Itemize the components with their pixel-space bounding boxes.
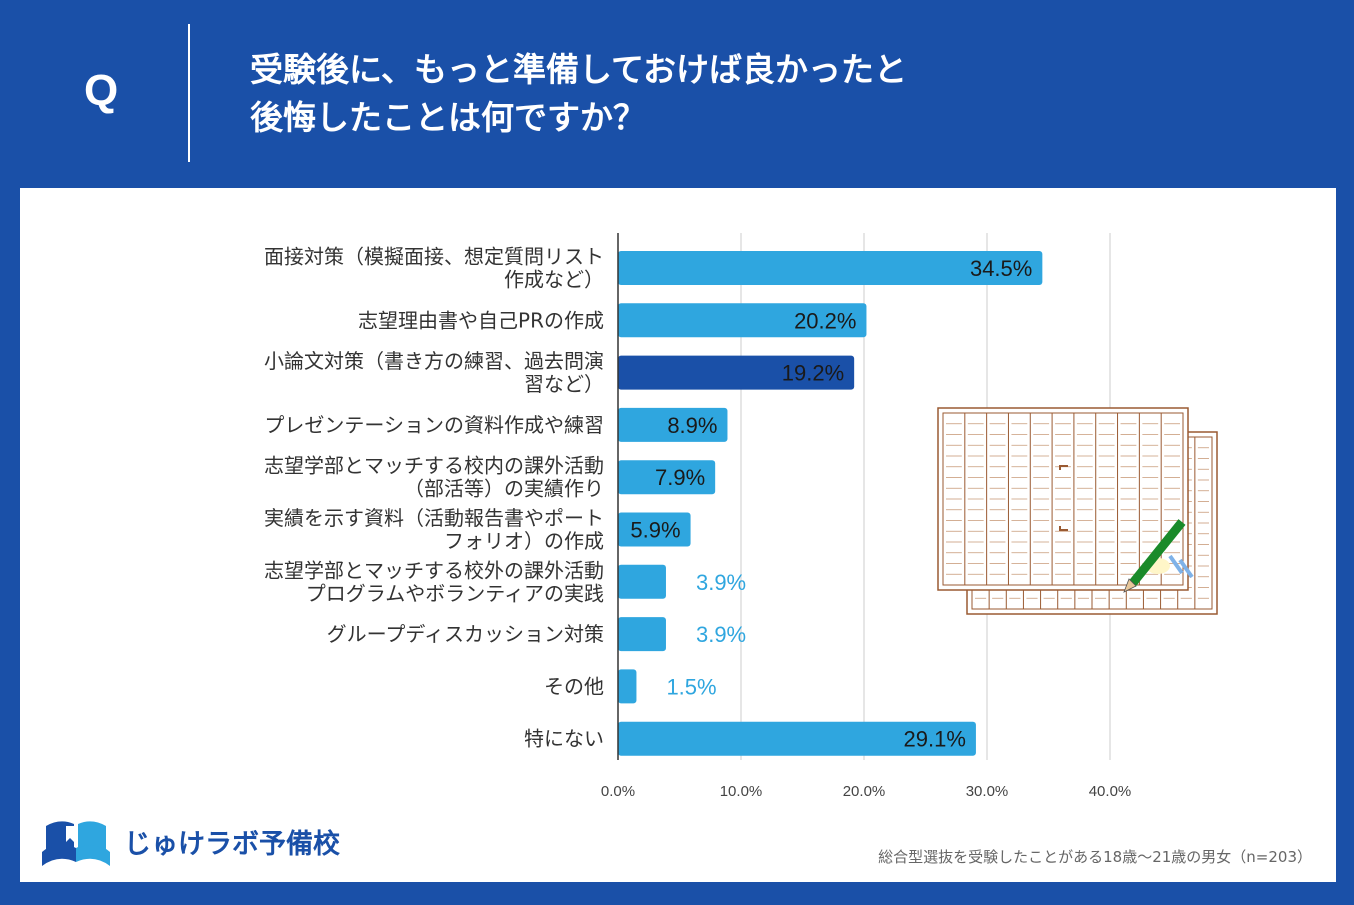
title-line-1: 受験後に、もっと準備しておけば良かったと: [250, 50, 908, 89]
category-label: 作成など）: [504, 268, 604, 292]
category-label: 面接対策（模擬面接、想定質問リスト: [264, 245, 604, 269]
bar: [618, 355, 855, 390]
bar: [618, 407, 728, 442]
value-label: 7.9%: [655, 465, 705, 490]
value-label: 29.1%: [904, 727, 966, 752]
value-label: 20.2%: [794, 308, 856, 333]
value-label: 34.5%: [970, 256, 1032, 281]
title-line-2: 後悔したことは何ですか？: [250, 98, 646, 137]
category-label: グループディスカッション対策: [327, 622, 604, 646]
bar: [618, 721, 976, 756]
bar-chart: 34.5% 20.2% 19.2% 8.9% 7.9% 5.9% 3.9% 3.9% 1.5% 2…: [264, 233, 1218, 800]
value-label: 19.2%: [782, 361, 844, 386]
open-book-icon: [42, 821, 110, 866]
logo-text: じゅけラボ予備校: [124, 829, 340, 860]
category-label: （部活等）の実績作り: [404, 477, 604, 501]
category-label: プレゼンテーションの資料作成や練習: [264, 413, 604, 437]
bar: [618, 512, 691, 547]
value-label: 8.9%: [667, 413, 717, 438]
x-tick-label: 30.0%: [966, 783, 1009, 800]
category-label: その他: [544, 674, 604, 698]
header-banner: Q 受験後に、もっと準備しておけば良かったと 後悔したことは何ですか？: [0, 0, 1354, 188]
bar: [618, 460, 716, 495]
category-label: フォリオ）の作成: [444, 529, 604, 553]
bar: [618, 303, 867, 338]
x-axis-ticks: 0.0% 10.0% 20.0% 30.0% 40.0%: [601, 783, 1131, 800]
category-label: 習など）: [524, 372, 604, 396]
logo: じゅけラボ予備校: [36, 812, 356, 868]
value-label: 3.9%: [696, 570, 746, 595]
category-label: 志望理由書や自己PRの作成: [358, 308, 604, 332]
x-tick-label: 20.0%: [843, 783, 886, 800]
header-divider: [188, 24, 190, 162]
category-label: 特にない: [524, 727, 604, 751]
value-label: 5.9%: [630, 518, 680, 543]
x-tick-label: 10.0%: [720, 783, 763, 800]
x-tick-label: 0.0%: [601, 783, 635, 800]
category-label: 小論文対策（書き方の練習、過去問演: [264, 349, 604, 373]
manuscript-paper-pencil-icon: [937, 407, 1218, 615]
bars: 34.5% 20.2% 19.2% 8.9% 7.9% 5.9% 3.9% 3.9% 1.5% 2…: [618, 251, 1043, 756]
footnote: 総合型選抜を受験したことがある18歳～21歳の男女（n=203）: [878, 848, 1312, 866]
bar: [618, 617, 666, 652]
value-label: 1.5%: [666, 674, 716, 699]
question-mark-label: Q: [84, 66, 119, 115]
page-title: 受験後に、もっと準備しておけば良かったと 後悔したことは何ですか？: [250, 46, 907, 142]
bar: [618, 564, 666, 599]
category-label: 志望学部とマッチする校内の課外活動: [264, 454, 604, 478]
category-label: プログラムやボランティアの実践: [306, 581, 604, 605]
category-label: 実績を示す資料（活動報告書やポート: [264, 506, 604, 530]
bar: [618, 251, 1043, 285]
chart-panel: 34.5% 20.2% 19.2% 8.9% 7.9% 5.9% 3.9% 3.9% 1.5% 2…: [20, 188, 1336, 882]
bar: [618, 669, 637, 704]
value-label: 3.9%: [696, 622, 746, 647]
x-tick-label: 40.0%: [1089, 783, 1132, 800]
category-label: 志望学部とマッチする校外の課外活動: [264, 558, 604, 582]
